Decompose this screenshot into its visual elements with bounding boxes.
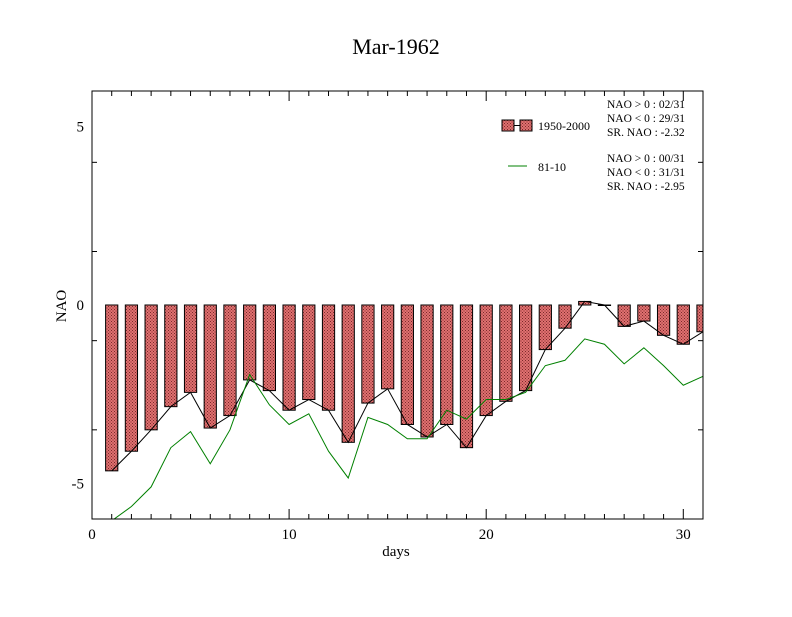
legend-label-81-10: 81-10 <box>538 160 566 174</box>
x-axis-label: days <box>382 544 410 560</box>
stats-line: NAO > 0 : 00/31 <box>607 153 685 165</box>
series-line-81-10 <box>113 338 703 519</box>
bar-1950-2000 <box>381 304 395 390</box>
bar-1950-2000 <box>400 304 414 425</box>
bar-1950-2000 <box>637 304 651 322</box>
bar-1950-2000 <box>361 304 375 404</box>
bar-1950-2000 <box>183 304 198 393</box>
bar-1950-2000 <box>203 304 217 429</box>
bar-1950-2000 <box>459 304 474 449</box>
legend: 1950-2000 81-10 NAO > 0 : 02/31 NAO < 0 : 2… <box>501 99 685 193</box>
x-tick-label: 30 <box>676 527 691 543</box>
bar-1950-2000 <box>341 304 355 443</box>
bar-1950-2000 <box>519 304 533 392</box>
bar-1950-2000 <box>164 304 178 408</box>
y-tick-label: 0 <box>77 298 85 314</box>
bar-1950-2000 <box>617 304 631 327</box>
stats-line: SR. NAO : -2.95 <box>607 181 685 193</box>
bar-1950-2000 <box>302 304 316 401</box>
stats-block: NAO > 0 : 00/31 NAO < 0 : 31/31 SR. NAO : … <box>607 153 685 193</box>
bar-1950-2000 <box>243 304 257 381</box>
bar-1950-2000 <box>282 304 296 411</box>
bar-1950-2000 <box>262 304 276 392</box>
bar-1950-2000 <box>499 304 513 402</box>
x-tick-label: 0 <box>88 527 96 543</box>
axes: 0 10 20 30 -5 0 5 <box>72 91 704 543</box>
bar-1950-2000 <box>440 304 454 425</box>
bar-1950-2000 <box>558 304 572 329</box>
bar-1950-2000 <box>676 304 690 345</box>
bar-1950-2000 <box>223 304 237 417</box>
series-line-1950-2000 <box>111 300 703 472</box>
x-tick-label: 10 <box>282 527 297 543</box>
stats-line: NAO > 0 : 02/31 <box>607 99 685 111</box>
legend-swatch-bar <box>501 119 515 132</box>
y-tick-label: 5 <box>77 120 85 136</box>
y-tick-label: -5 <box>72 476 85 492</box>
legend-item-81-10: 81-10 <box>508 160 566 174</box>
legend-item-1950-2000: 1950-2000 <box>501 119 590 133</box>
stats-block: NAO > 0 : 02/31 NAO < 0 : 29/31 SR. NAO : … <box>607 99 685 139</box>
bar-1950-2000 <box>538 304 552 351</box>
bar-1950-2000 <box>656 304 671 336</box>
y-axis-label: NAO <box>54 290 70 323</box>
bar-1950-2000 <box>420 304 434 438</box>
plot-frame <box>91 90 704 520</box>
bar-1950-2000 <box>124 304 139 452</box>
chart-title: Mar-1962 <box>352 34 440 59</box>
plot-inner <box>105 300 703 519</box>
stats-line: NAO < 0 : 29/31 <box>607 113 685 125</box>
x-tick-label: 20 <box>479 527 494 543</box>
bar-1950-2000 <box>696 304 703 333</box>
stats-line: NAO < 0 : 31/31 <box>607 167 685 179</box>
bar-1950-2000 <box>479 304 493 417</box>
legend-label-1950-2000: 1950-2000 <box>538 119 590 133</box>
legend-swatch-bar <box>519 119 533 132</box>
stats-line: SR. NAO : -2.32 <box>607 127 685 139</box>
bar-1950-2000 <box>105 304 119 472</box>
bar-1950-2000 <box>144 304 158 431</box>
plot-area <box>105 300 703 519</box>
bar-1950-2000 <box>321 304 336 411</box>
